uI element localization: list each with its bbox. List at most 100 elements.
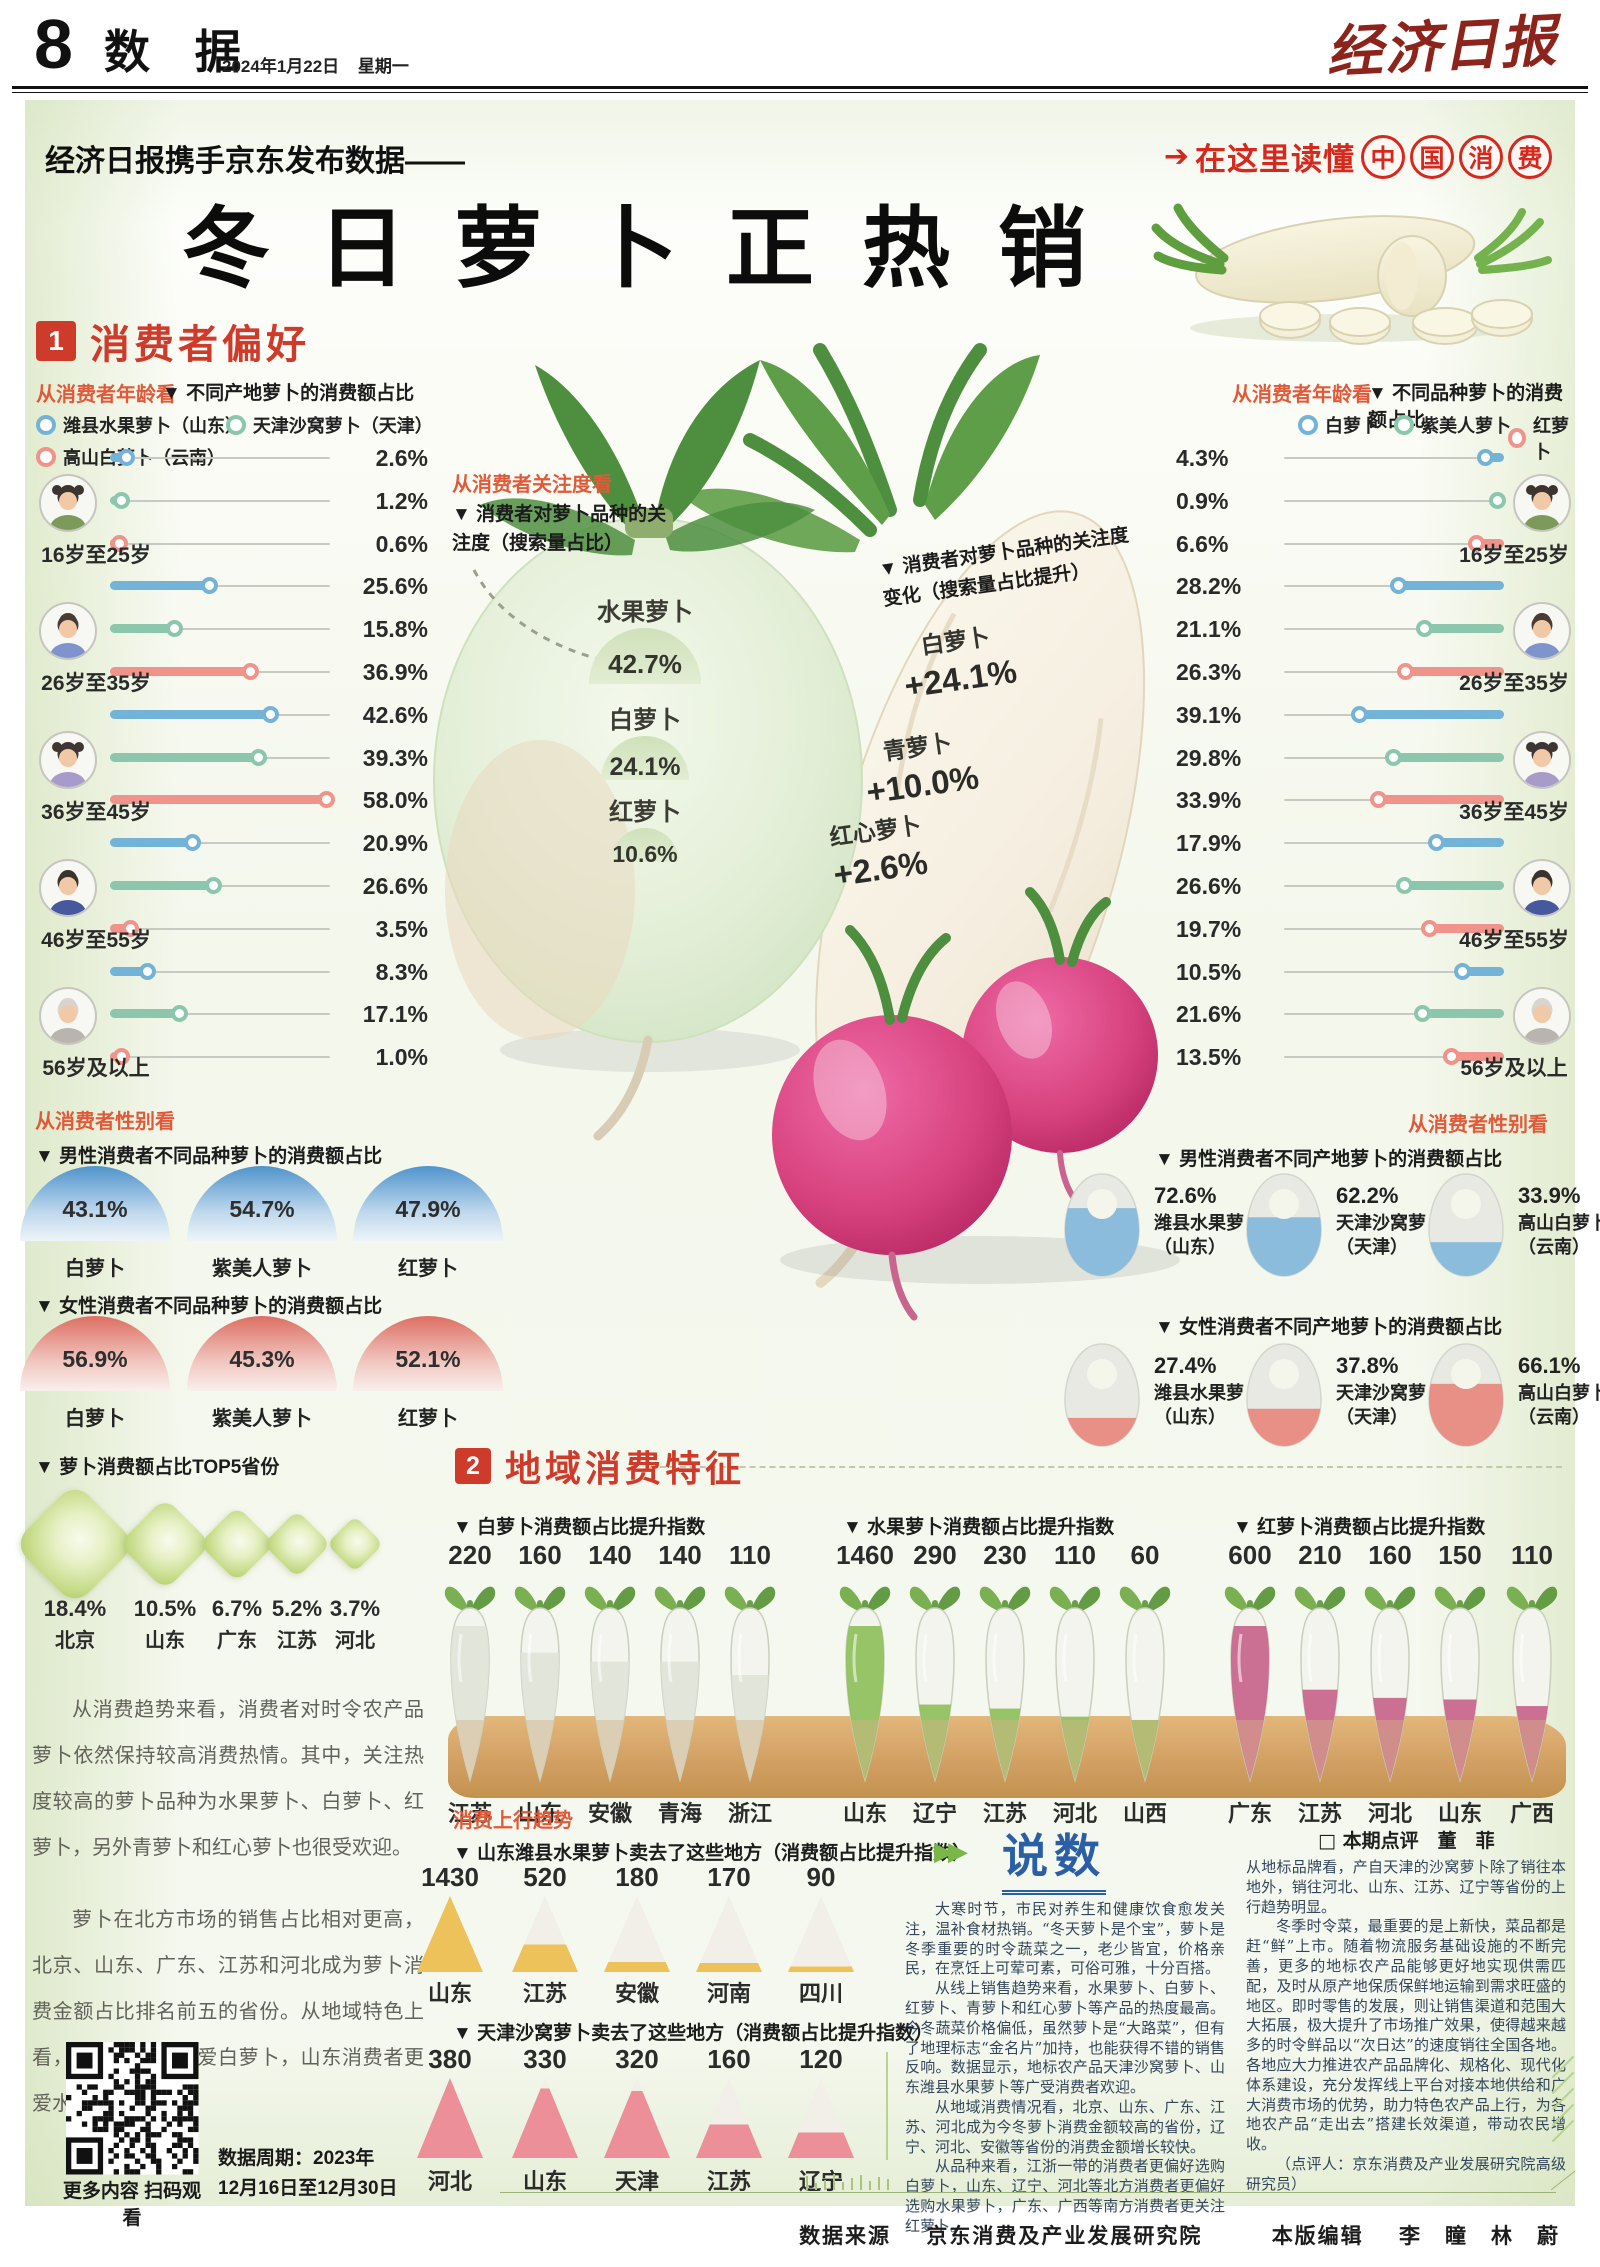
trend-value: 1430 <box>421 1862 479 1892</box>
age-row: 58.0% <box>30 787 436 813</box>
age-row: 20.9% <box>30 830 436 856</box>
avatar-icon <box>39 859 97 917</box>
attention-variety-label: 水果萝卜 <box>597 599 693 626</box>
avatar-icon <box>39 987 97 1046</box>
series-bar <box>1434 838 1504 848</box>
trend-value: 180 <box>615 1862 659 1892</box>
attention-variety-label: 白萝卜 <box>609 707 681 734</box>
province-label: 辽宁 <box>912 1801 957 1826</box>
percent-label: 36.9% <box>362 659 428 685</box>
age-row: 21.6% <box>1172 1001 1578 1027</box>
series-ring <box>113 491 131 509</box>
age-group-label: 56岁及以上 <box>42 1057 150 1081</box>
avatar-icon <box>1513 987 1571 1046</box>
teardrop-icon <box>1246 1343 1322 1447</box>
legend-ring-icon <box>1394 415 1414 435</box>
age-row: 15.8% <box>30 616 436 642</box>
age-view-label-left: 从消费者年龄看 <box>36 384 176 406</box>
legend-label: 白萝卜 <box>1325 416 1379 436</box>
trend-province: 四川 <box>798 1981 843 2006</box>
radish-bar <box>442 1574 498 1789</box>
age-avatar <box>38 858 98 918</box>
index-value: 230 <box>983 1540 1027 1570</box>
percent-label: 21.1% <box>1176 616 1242 643</box>
tick-bar <box>833 2174 835 2190</box>
percent-label: 28.2% <box>1176 573 1242 600</box>
trend-value: 160 <box>707 2044 751 2074</box>
index-value: 140 <box>588 1540 632 1570</box>
section2-heading: 2 地域消费特征 <box>455 1440 745 1492</box>
shawo-dest-title: ▼ 天津沙窝萝卜卖去了这些地方（消费额占比提升指数） <box>453 2023 934 2044</box>
radish-bar-icon <box>1049 1586 1101 1783</box>
legend-item: 天津沙窝萝卜（天津） <box>226 412 433 438</box>
teardrop-origin: （天津） <box>1336 1236 1408 1257</box>
attention-title: ▼ 消费者对萝卜品种的关注度（搜索量占比） <box>452 504 667 555</box>
series-ring <box>1369 791 1387 809</box>
gender-semicircle-value: 56.9% <box>62 1346 128 1372</box>
weixian-dest-title: ▼ 山东潍县水果萝卜卖去了这些地方（消费额占比提升指数） <box>453 1843 972 1864</box>
percent-label: 58.0% <box>362 787 428 814</box>
percent-label: 26.6% <box>1176 873 1242 899</box>
series-ring <box>1488 491 1506 509</box>
header-rule-thin <box>12 92 1588 93</box>
percent-label: 29.8% <box>1176 744 1242 771</box>
qr-code-image <box>66 2042 199 2175</box>
percent-label: 6.6% <box>1176 530 1229 557</box>
teardrop <box>1058 1338 1146 1450</box>
age-row: 3.5% <box>30 916 436 942</box>
attention-value: 24.1% <box>609 752 681 781</box>
age-row: 13.5% <box>1172 1044 1578 1070</box>
legend-label: 天津沙窝萝卜（天津） <box>252 416 433 436</box>
trend-value: 170 <box>707 1862 751 1892</box>
series-ring <box>1397 663 1415 680</box>
radish-bar <box>1292 1574 1348 1789</box>
series-ring <box>1468 534 1486 552</box>
masthead-logo: 经济日报 <box>1324 7 1560 87</box>
top5-province: 广东 <box>217 1630 257 1652</box>
qr-code <box>66 2042 199 2180</box>
percent-label: 19.7% <box>1176 915 1242 942</box>
radish-bar <box>1047 1574 1103 1789</box>
index-value: 60 <box>1130 1540 1160 1570</box>
row-track <box>110 499 330 502</box>
age-row: 29.8% <box>1172 745 1578 771</box>
percent-label: 39.1% <box>1176 701 1242 728</box>
index-value: 600 <box>1228 1540 1272 1570</box>
legend-item: 白萝卜 <box>1298 412 1379 438</box>
tick-bar <box>851 2178 853 2190</box>
teardrop-text: 37.8% 天津沙窝萝卜 （天津） <box>1336 1352 1448 1429</box>
row-track <box>1284 542 1504 545</box>
paragraph: （点评人：京东消费及产业发展研究院高级研究员） <box>1246 2154 1566 2193</box>
age-row: 39.1% <box>1172 702 1578 728</box>
paragraph: 从线上销售趋势来看，水果萝卜、白萝卜、红萝卜、青萝卜和红心萝卜等产品的热度最高。… <box>905 1979 1225 2097</box>
percent-label: 20.9% <box>362 830 428 857</box>
section2-title: 地域消费特征 <box>505 1448 746 1489</box>
gender-semicircle-value: 45.3% <box>229 1346 295 1372</box>
radish-illustration-top <box>1150 168 1570 363</box>
dashed-divider <box>650 1466 1562 1468</box>
row-track <box>110 585 330 588</box>
province-label: 安徽 <box>587 1801 632 1826</box>
editor-names: 李 瞳 林 蔚 <box>1399 2223 1560 2248</box>
age-group-label: 46岁至55岁 <box>41 929 151 952</box>
teardrop-name: 天津沙窝萝卜 <box>1336 1382 1444 1403</box>
percent-label: 4.3% <box>1176 445 1229 471</box>
age-row: 25.6% <box>30 573 436 599</box>
row-track <box>1284 970 1504 973</box>
row-track <box>1284 927 1504 930</box>
age-row: 36.9% <box>30 659 436 685</box>
attention-variety-label: 红萝卜 <box>609 799 681 826</box>
badge-text: 在这里读懂 <box>1195 142 1355 177</box>
province-label: 广西 <box>1509 1801 1554 1826</box>
index-value: 210 <box>1298 1540 1342 1570</box>
age-row: 28.2% <box>1172 573 1578 599</box>
series-ring <box>1384 748 1402 766</box>
attention-connector <box>468 566 608 671</box>
series-ring <box>170 1005 188 1023</box>
legend-ring-icon <box>36 415 56 435</box>
radish-bar-icon <box>1434 1586 1486 1783</box>
age-origin-chart-title: ▼ 不同产地萝卜的消费额占比 <box>162 383 415 404</box>
series-bar <box>110 966 145 976</box>
teardrop-icon <box>1064 1343 1140 1447</box>
top5-province: 河北 <box>335 1630 375 1652</box>
